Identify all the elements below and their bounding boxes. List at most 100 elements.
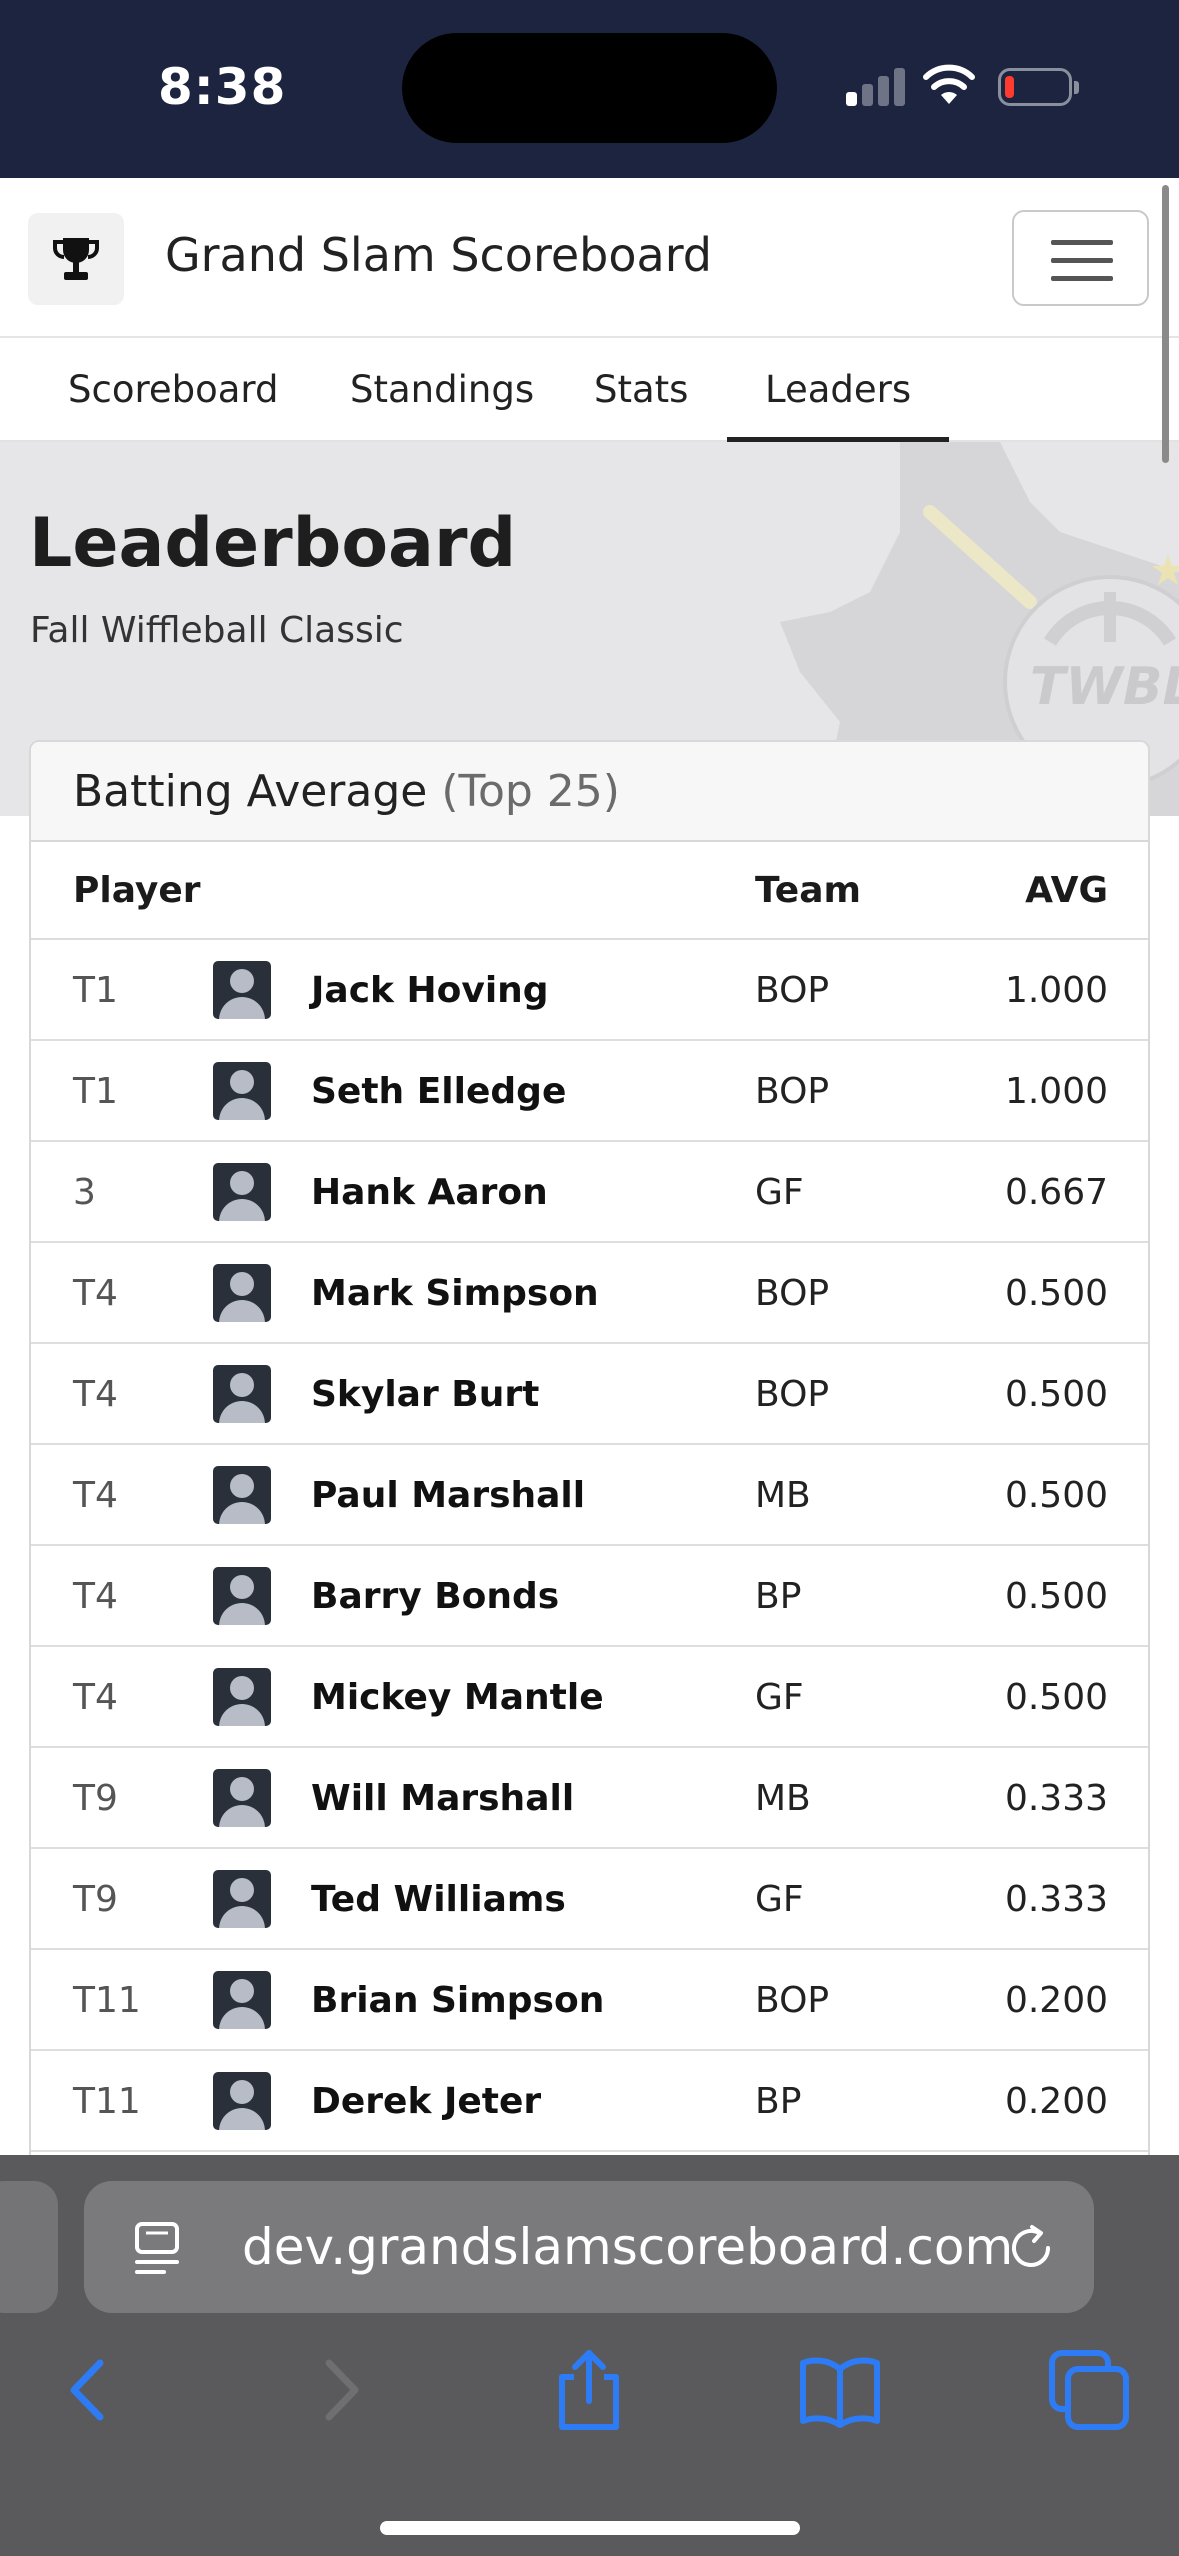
browser-nav bbox=[0, 2345, 1179, 2465]
status-bar: 8:38 bbox=[0, 0, 1179, 178]
leaderboard-card: Batting Average (Top 25) Player Team AVG… bbox=[29, 740, 1150, 2160]
forward-icon[interactable] bbox=[297, 2345, 387, 2435]
hamburger-icon bbox=[1051, 240, 1113, 245]
player-rank: T4 bbox=[73, 1475, 118, 1516]
avatar-icon[interactable] bbox=[213, 1971, 271, 2029]
card-title: Batting Average bbox=[73, 766, 428, 817]
table-row[interactable]: T4 Mark Simpson BOP 0.500 bbox=[31, 1243, 1148, 1344]
browser-toolbar: dev.grandslamscoreboard.com bbox=[0, 2155, 1179, 2556]
dynamic-island bbox=[402, 33, 777, 143]
avatar-icon[interactable] bbox=[213, 1466, 271, 1524]
table-row[interactable]: T11 Brian Simpson BOP 0.200 bbox=[31, 1950, 1148, 2051]
page-title: Leaderboard bbox=[29, 504, 517, 583]
player-avg: 0.667 bbox=[1004, 1172, 1108, 1213]
player-avg: 1.000 bbox=[1004, 970, 1108, 1011]
player-name[interactable]: Mark Simpson bbox=[311, 1273, 599, 1314]
tabs-icon[interactable] bbox=[1044, 2345, 1134, 2435]
col-player: Player bbox=[73, 870, 201, 911]
player-avg: 1.000 bbox=[1004, 1071, 1108, 1112]
avatar-icon[interactable] bbox=[213, 1163, 271, 1221]
table-header: Player Team AVG bbox=[31, 842, 1148, 940]
avatar-icon[interactable] bbox=[213, 1062, 271, 1120]
tab-leaders[interactable]: Leaders bbox=[727, 338, 950, 442]
avatar-icon[interactable] bbox=[213, 1365, 271, 1423]
player-avg: 0.333 bbox=[1004, 1778, 1108, 1819]
address-bar[interactable]: dev.grandslamscoreboard.com bbox=[84, 2181, 1094, 2313]
player-avg: 0.200 bbox=[1004, 1980, 1108, 2021]
table-row[interactable]: 3 Hank Aaron GF 0.667 bbox=[31, 1142, 1148, 1243]
url-text[interactable]: dev.grandslamscoreboard.com bbox=[242, 2218, 1014, 2276]
page-menu-icon[interactable] bbox=[134, 2221, 180, 2275]
col-avg: AVG bbox=[1025, 870, 1108, 911]
player-rank: T4 bbox=[73, 1677, 118, 1718]
player-avg: 0.333 bbox=[1004, 1879, 1108, 1920]
trophy-icon bbox=[53, 238, 99, 280]
player-avg: 0.500 bbox=[1004, 1273, 1108, 1314]
player-team: BP bbox=[755, 2081, 802, 2122]
player-rank: T1 bbox=[73, 1071, 118, 1112]
bookmarks-icon[interactable] bbox=[795, 2345, 885, 2435]
player-rank: T9 bbox=[73, 1778, 118, 1819]
app-title[interactable]: Grand Slam Scoreboard bbox=[165, 228, 712, 282]
player-name[interactable]: Derek Jeter bbox=[311, 2081, 542, 2122]
col-team: Team bbox=[755, 870, 861, 911]
player-name[interactable]: Barry Bonds bbox=[311, 1576, 560, 1617]
player-team: BOP bbox=[755, 970, 830, 1011]
player-team: MB bbox=[755, 1778, 811, 1819]
player-avg: 0.500 bbox=[1004, 1475, 1108, 1516]
card-header: Batting Average (Top 25) bbox=[31, 742, 1148, 842]
app-header: Grand Slam Scoreboard bbox=[0, 178, 1179, 338]
table-row[interactable]: T4 Paul Marshall MB 0.500 bbox=[31, 1445, 1148, 1546]
previous-tab-preview[interactable] bbox=[0, 2181, 58, 2313]
reload-icon[interactable] bbox=[1004, 2221, 1058, 2275]
avatar-icon[interactable] bbox=[213, 2072, 271, 2130]
page-scrollbar[interactable] bbox=[1162, 185, 1169, 463]
player-name[interactable]: Brian Simpson bbox=[311, 1980, 605, 2021]
avatar-icon[interactable] bbox=[213, 1668, 271, 1726]
table-row[interactable]: T9 Ted Williams GF 0.333 bbox=[31, 1849, 1148, 1950]
avatar-icon[interactable] bbox=[213, 961, 271, 1019]
table-row[interactable]: T1 Jack Hoving BOP 1.000 bbox=[31, 940, 1148, 1041]
player-team: BP bbox=[755, 1576, 802, 1617]
player-rank: 3 bbox=[73, 1172, 96, 1213]
player-avg: 0.500 bbox=[1004, 1677, 1108, 1718]
player-team: GF bbox=[755, 1172, 804, 1213]
player-name[interactable]: Ted Williams bbox=[311, 1879, 566, 1920]
table-row[interactable]: T9 Will Marshall MB 0.333 bbox=[31, 1748, 1148, 1849]
avatar-icon[interactable] bbox=[213, 1870, 271, 1928]
player-team: BOP bbox=[755, 1273, 830, 1314]
table-row[interactable]: T4 Skylar Burt BOP 0.500 bbox=[31, 1344, 1148, 1445]
player-team: BOP bbox=[755, 1374, 830, 1415]
table-row[interactable]: T4 Barry Bonds BP 0.500 bbox=[31, 1546, 1148, 1647]
app-logo[interactable] bbox=[28, 213, 124, 305]
avatar-icon[interactable] bbox=[213, 1567, 271, 1625]
tab-stats[interactable]: Stats bbox=[594, 368, 689, 411]
player-team: GF bbox=[755, 1879, 804, 1920]
table-row[interactable]: T11 Derek Jeter BP 0.200 bbox=[31, 2051, 1148, 2152]
player-name[interactable]: Hank Aaron bbox=[311, 1172, 548, 1213]
player-avg: 0.500 bbox=[1004, 1374, 1108, 1415]
menu-button[interactable] bbox=[1012, 210, 1149, 306]
player-name[interactable]: Will Marshall bbox=[311, 1778, 575, 1819]
table-row[interactable]: T4 Mickey Mantle GF 0.500 bbox=[31, 1647, 1148, 1748]
player-name[interactable]: Mickey Mantle bbox=[311, 1677, 604, 1718]
signal-icon bbox=[846, 66, 906, 106]
home-indicator[interactable] bbox=[380, 2521, 800, 2535]
player-name[interactable]: Skylar Burt bbox=[311, 1374, 540, 1415]
avatar-icon[interactable] bbox=[213, 1769, 271, 1827]
player-team: BOP bbox=[755, 1980, 830, 2021]
player-name[interactable]: Seth Elledge bbox=[311, 1071, 567, 1112]
avatar-icon[interactable] bbox=[213, 1264, 271, 1322]
table-row[interactable]: T1 Seth Elledge BOP 1.000 bbox=[31, 1041, 1148, 1142]
share-icon[interactable] bbox=[544, 2345, 634, 2435]
player-rank: T11 bbox=[73, 2081, 141, 2122]
player-rank: T11 bbox=[73, 1980, 141, 2021]
tab-scoreboard[interactable]: Scoreboard bbox=[68, 368, 279, 411]
tab-standings[interactable]: Standings bbox=[350, 368, 535, 411]
page-subtitle: Fall Wiffleball Classic bbox=[30, 610, 404, 651]
player-name[interactable]: Paul Marshall bbox=[311, 1475, 586, 1516]
player-name[interactable]: Jack Hoving bbox=[311, 970, 549, 1011]
back-icon[interactable] bbox=[42, 2345, 132, 2435]
card-title-suffix: (Top 25) bbox=[441, 766, 620, 817]
